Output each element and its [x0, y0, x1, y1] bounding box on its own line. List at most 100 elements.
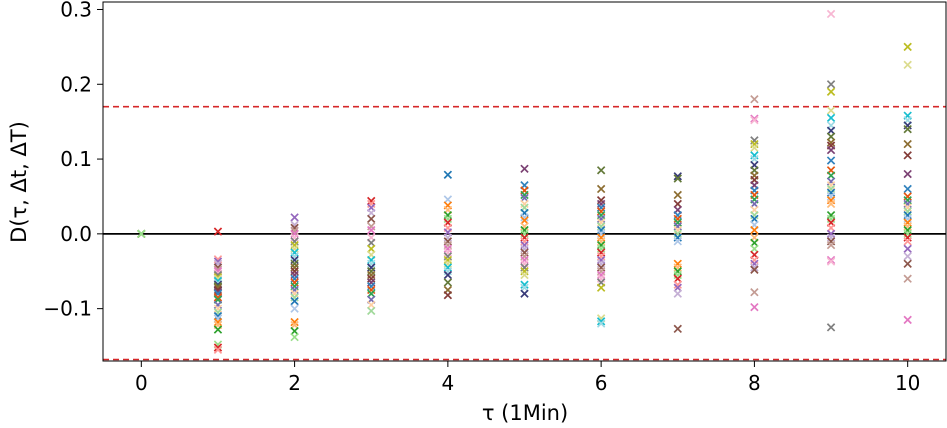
data-point [443, 248, 453, 257]
data-point [826, 233, 836, 242]
y-axis-label: D(τ, Δt, ΔT) [7, 121, 31, 243]
data-point [750, 265, 759, 274]
data-point [673, 190, 682, 200]
data-point [750, 143, 759, 153]
data-point [903, 207, 912, 216]
data-point [673, 267, 682, 276]
data-point [673, 259, 682, 268]
data-point [443, 170, 453, 179]
data-point [596, 317, 606, 326]
x-axis-label: τ (1Min) [482, 401, 568, 425]
data-point [903, 139, 912, 149]
data-point [750, 302, 759, 312]
data-point [596, 225, 606, 235]
data-point [443, 270, 453, 280]
data-point [750, 210, 759, 220]
data-point [596, 252, 606, 261]
data-point [137, 229, 146, 239]
data-point [750, 139, 759, 149]
data-point [826, 210, 836, 220]
data-point [750, 263, 759, 272]
x-tick-label: 10 [895, 371, 920, 395]
data-point [596, 244, 606, 254]
data-point [826, 181, 836, 190]
data-point [596, 259, 606, 268]
data-point [367, 306, 376, 316]
data-point [826, 80, 836, 89]
data-point [596, 263, 606, 272]
data-point [903, 203, 912, 212]
data-point [826, 323, 836, 332]
data-point [213, 300, 223, 310]
data-point [520, 259, 529, 268]
data-point [596, 319, 606, 328]
data-point [290, 304, 299, 313]
data-point [290, 226, 299, 236]
y-tick-label: −0.1 [43, 297, 92, 321]
data-point [903, 192, 912, 201]
data-point [596, 207, 606, 216]
data-point [443, 214, 453, 224]
data-point [750, 114, 759, 123]
data-point [750, 225, 759, 235]
data-point [903, 259, 912, 268]
data-point [520, 233, 529, 242]
data-point [826, 106, 836, 115]
data-point [826, 184, 836, 194]
data-point [367, 214, 376, 224]
data-point [903, 274, 912, 283]
data-point [290, 255, 299, 265]
data-point [596, 184, 606, 194]
data-point [596, 203, 606, 212]
data-point [367, 285, 376, 295]
data-point [596, 248, 606, 257]
x-tick-label: 8 [748, 371, 761, 395]
data-point [520, 252, 529, 261]
data-point [826, 192, 836, 201]
data-point [826, 188, 836, 197]
data-point [520, 289, 529, 298]
data-point [596, 255, 606, 265]
data-point [213, 345, 223, 354]
data-point [903, 214, 912, 224]
data-point [367, 270, 376, 280]
data-point [367, 274, 376, 283]
data-point [903, 210, 912, 220]
data-point [903, 184, 912, 194]
data-point [596, 218, 606, 227]
data-point [596, 214, 606, 224]
data-point [750, 151, 759, 160]
data-point [596, 195, 606, 205]
data-point [443, 252, 453, 261]
data-point [826, 237, 836, 246]
data-point [213, 293, 223, 302]
data-point [903, 121, 912, 130]
data-point [367, 263, 376, 272]
data-point [903, 151, 912, 160]
y-tick-label: 0.3 [60, 0, 92, 21]
data-point [520, 280, 529, 289]
data-point [596, 267, 606, 276]
data-point [213, 227, 223, 236]
data-point [367, 225, 376, 235]
data-point [826, 257, 836, 266]
data-point [673, 324, 682, 334]
data-point [290, 267, 299, 276]
data-point [673, 237, 682, 246]
data-point [750, 115, 759, 125]
data-point [213, 343, 223, 352]
data-point [290, 259, 299, 268]
data-point [826, 240, 836, 250]
data-point [520, 225, 529, 235]
data-point [673, 174, 682, 183]
x-tick-label: 2 [288, 371, 301, 395]
data-point [596, 199, 606, 209]
data-point [673, 214, 682, 224]
data-point [290, 270, 299, 280]
data-point [596, 210, 606, 220]
data-point [903, 315, 912, 325]
data-point [826, 9, 836, 19]
data-point [673, 172, 682, 181]
data-point [673, 270, 682, 280]
